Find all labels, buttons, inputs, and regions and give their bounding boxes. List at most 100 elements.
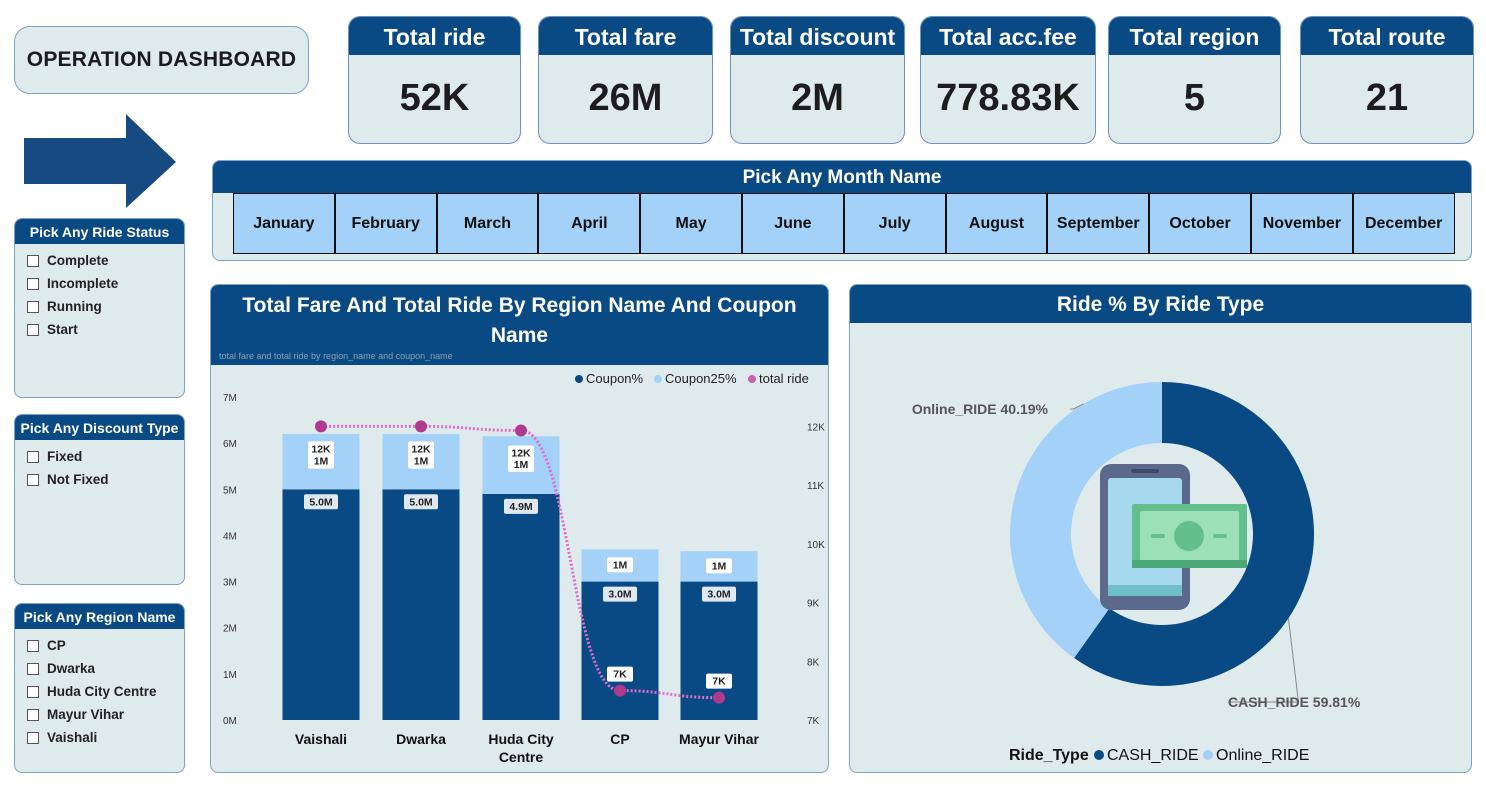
- data-label-bg: [504, 498, 538, 514]
- y-right-tick-label: 11K: [807, 481, 824, 492]
- option-label: Huda City Centre: [47, 684, 157, 699]
- month-slicer: Pick Any Month Name January February Mar…: [212, 160, 1472, 261]
- banknote-mark: [1151, 534, 1165, 538]
- leader-line: [1228, 618, 1300, 703]
- option-label: Vaishali: [47, 730, 98, 745]
- donut-slice-online-ride: [1010, 382, 1162, 659]
- region-option[interactable]: Huda City Centre: [27, 680, 184, 703]
- y-left-tick-label: 0M: [223, 716, 237, 727]
- legend-marker: [748, 375, 756, 383]
- data-label-bg: [404, 494, 438, 510]
- kpi-label: Total ride: [349, 17, 520, 55]
- checkbox[interactable]: [27, 708, 39, 721]
- ride-status-option[interactable]: Start: [27, 318, 184, 341]
- checkbox[interactable]: [27, 473, 39, 486]
- y-left-tick-label: 3M: [223, 578, 237, 589]
- checkbox[interactable]: [27, 277, 39, 290]
- data-label-coupon-percent: 3.0M: [707, 589, 731, 601]
- page-title: OPERATION DASHBOARD: [14, 26, 309, 94]
- phone-money-icon: [1100, 464, 1247, 610]
- y-right-tick-label: 10K: [807, 540, 825, 551]
- data-label-coupon25: 1M: [712, 560, 727, 572]
- kpi-value: 778.83K: [936, 77, 1080, 119]
- data-label-bg: [304, 494, 338, 510]
- month-button-april[interactable]: April: [538, 193, 641, 254]
- total-ride-point: [614, 684, 626, 697]
- legend-marker: [654, 375, 662, 383]
- kpi-label: Total acc.fee: [921, 17, 1095, 55]
- region-option[interactable]: Vaishali: [27, 726, 184, 749]
- y-right-tick-label: 7K: [807, 716, 820, 727]
- data-label-bg: [607, 557, 633, 573]
- legend-marker: [1094, 750, 1104, 760]
- region-option[interactable]: CP: [27, 634, 184, 657]
- data-label-bg: [408, 453, 434, 469]
- region-slicer-title: Pick Any Region Name: [15, 604, 184, 629]
- checkbox[interactable]: [27, 639, 39, 652]
- donut-slice-cash-ride: [1074, 382, 1314, 686]
- x-tick-label: Centre: [499, 749, 544, 765]
- discount-type-option[interactable]: Fixed: [27, 445, 184, 468]
- legend-marker: [575, 375, 583, 383]
- option-label: Dwarka: [47, 661, 96, 676]
- checkbox[interactable]: [27, 300, 39, 313]
- y-left-tick-label: 7M: [223, 393, 237, 404]
- month-button-november[interactable]: November: [1250, 193, 1353, 254]
- data-label-total-ride: 7K: [613, 669, 627, 681]
- option-label: Start: [47, 322, 78, 337]
- checkbox[interactable]: [27, 662, 39, 675]
- month-button-may[interactable]: May: [640, 193, 742, 254]
- legend-label: total ride: [759, 371, 809, 386]
- ride-status-option[interactable]: Complete: [27, 249, 184, 272]
- kpi-card-total-fare: Total fare 26M: [538, 16, 713, 144]
- region-option[interactable]: Mayur Vihar: [27, 703, 184, 726]
- checkbox[interactable]: [27, 254, 39, 267]
- total-ride-line: [321, 424, 720, 700]
- checkbox[interactable]: [27, 685, 39, 698]
- month-button-september[interactable]: September: [1047, 193, 1150, 254]
- month-button-july[interactable]: July: [843, 193, 946, 254]
- kpi-label: Total region: [1109, 17, 1280, 55]
- ride-type-donut-chart: Ride % By Ride Type CASH_RIDE 59.81% Onli…: [849, 284, 1472, 773]
- bar-coupon-percent: [382, 489, 460, 720]
- ride-status-option[interactable]: Running: [27, 295, 184, 318]
- data-label-coupon25: 1M: [514, 459, 529, 471]
- data-label-bg: [706, 673, 732, 689]
- data-label-bg: [308, 453, 334, 469]
- discount-type-slicer: Pick Any Discount Type Fixed Not Fixed: [14, 414, 185, 585]
- kpi-value: 5: [1183, 77, 1206, 119]
- month-button-february[interactable]: February: [334, 193, 437, 254]
- chart-title: Total Fare And Total Ride By Region Name…: [211, 285, 828, 365]
- y-right-tick-label: 9K: [807, 599, 820, 610]
- month-button-august[interactable]: August: [945, 193, 1048, 254]
- option-label: Complete: [47, 253, 109, 268]
- region-option[interactable]: Dwarka: [27, 657, 184, 680]
- data-label-total-ride: 12K: [311, 443, 331, 455]
- legend-label: Coupon%: [586, 371, 644, 386]
- legend-label: CASH_RIDE: [1107, 747, 1199, 764]
- month-button-march[interactable]: March: [436, 193, 539, 254]
- month-button-june[interactable]: June: [741, 193, 844, 254]
- ride-status-option[interactable]: Incomplete: [27, 272, 184, 295]
- slice-label: Online_RIDE 40.19%: [912, 401, 1049, 417]
- bar-coupon-percent: [482, 493, 560, 720]
- kpi-card-total-route: Total route 21: [1300, 16, 1474, 144]
- legend-marker: [1203, 750, 1213, 760]
- data-label-coupon25: 1M: [414, 456, 429, 468]
- data-label-bg: [308, 441, 334, 457]
- x-tick-label: Dwarka: [396, 731, 446, 747]
- month-button-october[interactable]: October: [1149, 193, 1251, 254]
- discount-type-option[interactable]: Not Fixed: [27, 468, 184, 491]
- checkbox[interactable]: [27, 323, 39, 336]
- checkbox[interactable]: [27, 731, 39, 744]
- month-button-december[interactable]: December: [1352, 193, 1455, 254]
- month-button-january[interactable]: January: [233, 193, 335, 254]
- data-label-coupon-percent: 5.0M: [409, 496, 433, 508]
- arrow-right-icon: [24, 114, 176, 208]
- x-tick-label: Vaishali: [295, 731, 347, 747]
- y-left-tick-label: 2M: [223, 624, 237, 635]
- kpi-label: Total route: [1301, 17, 1473, 55]
- checkbox[interactable]: [27, 450, 39, 463]
- leader-line: [1070, 403, 1084, 410]
- y-right-tick-label: 12K: [807, 422, 825, 433]
